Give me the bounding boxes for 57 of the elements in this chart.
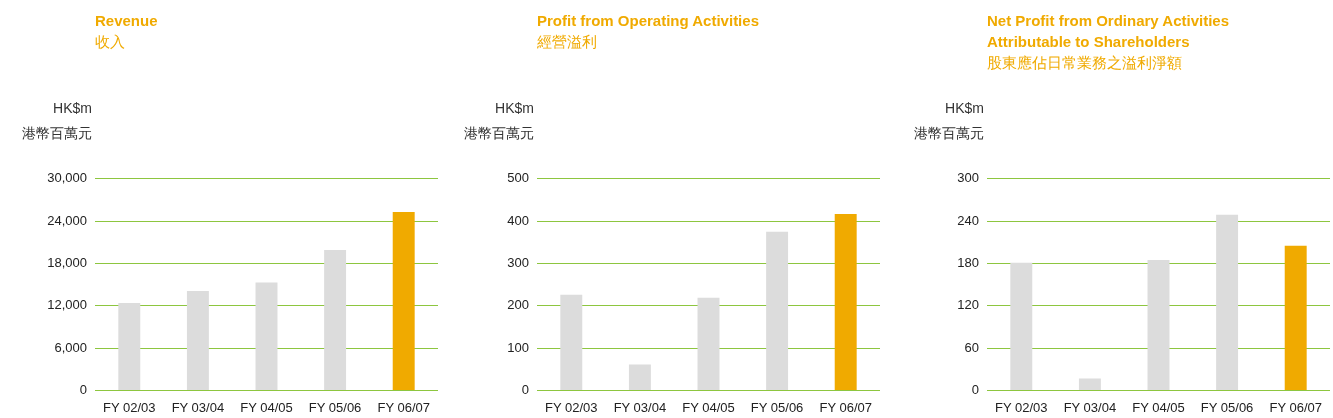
bar bbox=[255, 282, 278, 390]
bar bbox=[324, 250, 347, 390]
y-tick-label: 100 bbox=[507, 339, 529, 355]
y-axis-title: HK$m 港幣百萬元 bbox=[464, 99, 534, 143]
bar bbox=[1216, 214, 1239, 390]
y-tick-label: 0 bbox=[971, 381, 979, 397]
y-tick-label: 120 bbox=[957, 297, 979, 313]
bar bbox=[1010, 262, 1033, 390]
y-tick-label: 6,000 bbox=[54, 339, 87, 355]
chart-title: Profit from Operating Activities bbox=[537, 11, 760, 31]
chart-subtitle: 收入 bbox=[95, 32, 126, 52]
y-tick-label: 60 bbox=[964, 339, 979, 355]
bar bbox=[766, 231, 789, 390]
bar bbox=[834, 213, 857, 390]
y-axis-title: HK$m 港幣百萬元 bbox=[914, 99, 984, 143]
bar bbox=[697, 297, 720, 390]
y-tick-label: 500 bbox=[507, 170, 529, 186]
chart-title: Revenue bbox=[95, 11, 159, 31]
y-tick-label: 240 bbox=[957, 212, 979, 228]
bar bbox=[1078, 378, 1101, 390]
x-tick-label: FY 02/03 bbox=[103, 399, 156, 415]
x-tick-label: FY 06/07 bbox=[377, 399, 430, 415]
y-tick-label: 24,000 bbox=[47, 212, 87, 228]
x-tick-label: FY 03/04 bbox=[613, 399, 667, 415]
x-tick-label: FY 04/05 bbox=[682, 399, 735, 415]
y-axis-title: HK$m 港幣百萬元 bbox=[22, 99, 92, 143]
x-tick-label: FY 03/04 bbox=[171, 399, 225, 415]
y-tick-label: 30,000 bbox=[47, 170, 87, 186]
x-tick-label: FY 06/07 bbox=[1269, 399, 1322, 415]
x-tick-label: FY 02/03 bbox=[995, 399, 1048, 415]
bar bbox=[1147, 259, 1170, 390]
x-tick-label: FY 03/04 bbox=[1063, 399, 1117, 415]
x-tick-label: FY 04/05 bbox=[240, 399, 293, 415]
y-tick-label: 0 bbox=[79, 381, 87, 397]
y-tick-label: 180 bbox=[957, 255, 979, 271]
x-tick-label: FY 05/06 bbox=[308, 399, 362, 415]
y-tick-label: 300 bbox=[957, 170, 979, 186]
x-tick-label: FY 05/06 bbox=[750, 399, 804, 415]
y-tick-label: 12,000 bbox=[47, 297, 87, 313]
chart-subtitle: 股東應佔日常業務之溢利淨額 bbox=[987, 53, 1183, 73]
y-tick-label: 300 bbox=[507, 255, 529, 271]
y-tick-label: 200 bbox=[507, 297, 529, 313]
bar bbox=[628, 364, 651, 390]
x-tick-label: FY 05/06 bbox=[1200, 399, 1254, 415]
bar bbox=[1284, 245, 1307, 390]
y-tick-label: 18,000 bbox=[47, 255, 87, 271]
bar bbox=[560, 294, 583, 390]
bar bbox=[186, 290, 209, 390]
chart-subtitle: 經營溢利 bbox=[537, 32, 598, 52]
x-tick-label: FY 02/03 bbox=[545, 399, 598, 415]
y-tick-label: 0 bbox=[521, 381, 529, 397]
x-tick-label: FY 04/05 bbox=[1132, 399, 1185, 415]
bar bbox=[118, 302, 141, 390]
chart-title: Net Profit from Ordinary Activities Attributable to Shareholders bbox=[987, 11, 1230, 52]
y-tick-label: 400 bbox=[507, 212, 529, 228]
x-tick-label: FY 06/07 bbox=[819, 399, 872, 415]
bar bbox=[392, 211, 415, 390]
